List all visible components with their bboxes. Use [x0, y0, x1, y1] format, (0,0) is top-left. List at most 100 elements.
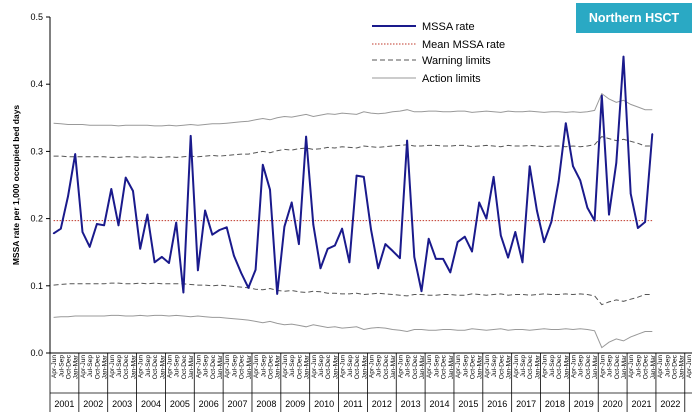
x-tick-label: Jul-Sep — [58, 355, 65, 378]
mssa-rate-point — [651, 133, 654, 135]
year-label: 2016 — [487, 399, 507, 409]
x-tick-label: Jan-Mar — [361, 354, 368, 379]
x-tick-label: Oct-Dec — [441, 354, 448, 379]
y-tick-labels: 0.0 0.1 0.2 0.3 0.4 0.5 — [30, 12, 43, 358]
mssa-rate-point — [456, 241, 459, 243]
x-tick-label: Jul-Sep — [347, 355, 354, 378]
mssa-rate-point — [312, 223, 315, 226]
x-tick-label: Oct-Dec — [585, 354, 592, 379]
x-tick-label: Jan-Mar — [332, 354, 339, 379]
x-tick-label: Jul-Sep — [635, 355, 642, 378]
x-tick-label: Apr-Jun — [224, 355, 231, 378]
mssa-rate-point — [110, 188, 113, 190]
mssa-rate-point — [161, 256, 163, 258]
x-tick-labels: Apr-Jun Jul-Sep Oct-Dec Jan-Mar Apr-Jun Jul-S… — [51, 354, 692, 379]
x-tick-label: Oct-Dec — [210, 354, 217, 379]
x-tick-label: Jul-Sep — [203, 355, 210, 378]
x-tick-label: Jan-Mar — [477, 354, 484, 379]
mssa-rate-point — [326, 248, 329, 250]
year-label: 2001 — [54, 399, 74, 409]
x-tick-label: Jan-Mar — [102, 354, 109, 379]
year-label: 2004 — [141, 399, 161, 409]
x-tick-label: Jul-Sep — [318, 355, 325, 378]
legend-label: Warning limits — [422, 55, 491, 67]
mssa-rate-point — [60, 227, 62, 230]
year-label: 2017 — [516, 399, 536, 409]
x-tick-label: Jan-Mar — [188, 354, 195, 379]
mssa-rate-series — [52, 55, 654, 295]
mssa-rate-point — [420, 290, 423, 292]
mssa-rate-point — [124, 176, 127, 179]
year-label: 2012 — [372, 399, 392, 409]
mssa-rate-point — [514, 231, 517, 233]
mssa-rate-point — [413, 256, 416, 258]
warning-limits-lower-line — [53, 282, 653, 306]
mssa-rate-point — [261, 164, 264, 166]
mssa-rate-point — [478, 201, 481, 204]
mssa-rate-point — [269, 188, 271, 191]
mssa-rate-point — [334, 244, 336, 247]
mssa-rate-point — [572, 165, 574, 167]
year-label: 2015 — [458, 399, 478, 409]
mssa-rate-point — [370, 228, 372, 231]
mssa-rate-point — [586, 207, 589, 209]
mssa-rate-point — [197, 269, 199, 272]
x-tick-label: Oct-Dec — [383, 354, 390, 379]
mssa-rate-point — [247, 287, 250, 289]
legend-label: Action limits — [422, 73, 481, 85]
x-tick-label: Jul-Sep — [174, 355, 181, 378]
year-label: 2011 — [343, 399, 362, 409]
mssa-rate-point — [132, 190, 134, 192]
x-tick-label: Jan-Mar — [130, 354, 137, 379]
x-tick-label: Oct-Dec — [498, 354, 505, 379]
x-tick-label: Jan-Mar — [275, 354, 282, 379]
mssa-rate-point — [204, 209, 206, 212]
x-tick-label: Apr-Jun — [51, 355, 58, 378]
x-tick-label: Jul-Sep — [405, 355, 412, 378]
x-tick-label: Oct-Dec — [296, 354, 303, 379]
x-tick-label: Oct-Dec — [614, 354, 621, 379]
x-tick-label: Oct-Dec — [94, 354, 101, 379]
year-label: 2013 — [401, 399, 421, 409]
mssa-rate-point — [305, 135, 307, 138]
mssa-rate-point — [139, 248, 141, 250]
x-tick-label: Jul-Sep — [289, 355, 296, 378]
legend-label: Mean MSSA rate — [422, 39, 505, 51]
mssa-rate-point — [435, 258, 437, 260]
mssa-rate-point — [74, 153, 77, 155]
x-tick-label: Apr-Jun — [513, 355, 520, 378]
x-tick-label: Apr-Jun — [628, 355, 635, 378]
x-tick-label: Apr-Jun — [570, 355, 577, 378]
year-label: 2018 — [545, 399, 565, 409]
x-tick-label: Jul-Sep — [549, 355, 556, 378]
mssa-rate-point — [384, 243, 387, 245]
year-label: 2003 — [112, 399, 132, 409]
x-tick-label: Oct-Dec — [527, 354, 534, 379]
mssa-rate-point — [536, 209, 538, 212]
year-label: 2006 — [199, 399, 219, 409]
mssa-rate-point — [564, 122, 567, 124]
mssa-rate-point — [218, 229, 221, 231]
legend-label: MSSA rate — [422, 21, 475, 33]
x-tick-label: Jan-Mar — [419, 354, 426, 379]
x-tick-label: Oct-Dec — [556, 354, 563, 379]
mssa-rate-point — [449, 271, 452, 274]
x-tick-label: Apr-Jun — [686, 355, 692, 378]
mssa-rate-point — [543, 241, 545, 243]
x-tick-label: Jul-Sep — [462, 355, 469, 378]
y-axis-label: MSSA rate per 1,000 occupied bed days — [11, 105, 21, 266]
y-tick-label: 0.2 — [30, 214, 43, 224]
mssa-rate-point — [579, 179, 581, 182]
x-tick-label: Jan-Mar — [534, 354, 541, 379]
legend: MSSA rate Mean MSSA rate Warning limits Act… — [372, 21, 505, 85]
action-limits-lower-line — [53, 314, 653, 349]
x-tick-label: Jul-Sep — [231, 355, 238, 378]
action-limits-upper-line — [53, 92, 653, 127]
x-tick-label: Apr-Jun — [138, 355, 145, 378]
x-tick-label: Oct-Dec — [354, 354, 361, 379]
mssa-rate-point — [362, 176, 365, 178]
mssa-rate-point — [406, 139, 408, 142]
x-tick-label: Apr-Jun — [109, 355, 116, 378]
year-label: 2019 — [574, 399, 594, 409]
mssa-rate-point — [507, 256, 509, 259]
